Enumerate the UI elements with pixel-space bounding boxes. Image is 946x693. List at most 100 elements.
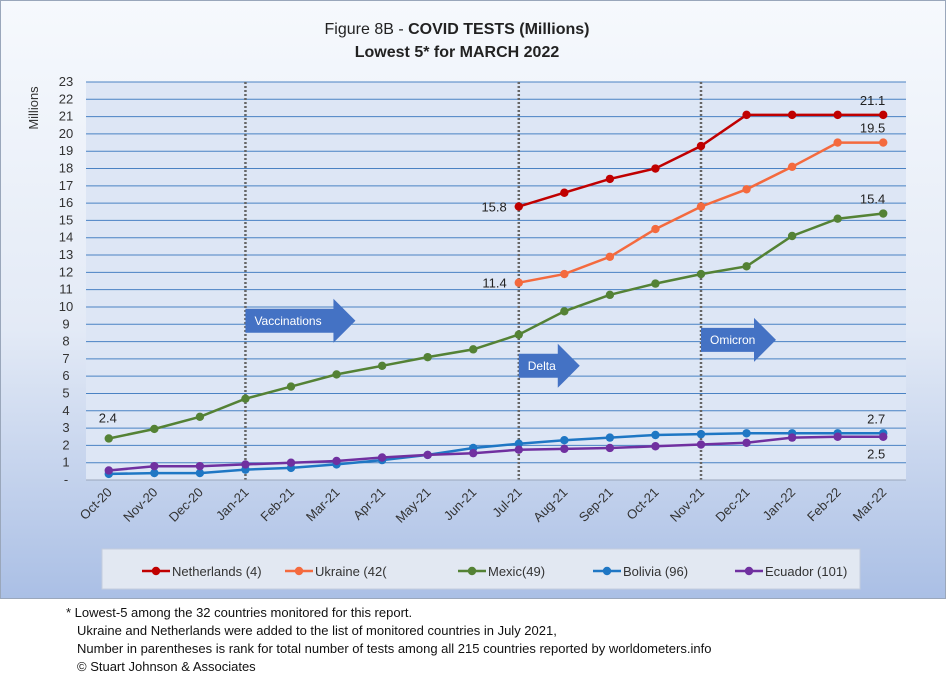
y-tick-label: 19 [59, 143, 73, 158]
data-point [423, 450, 432, 460]
y-tick-label: 10 [59, 299, 73, 314]
series-group [514, 110, 888, 211]
y-tick-label: 16 [59, 195, 73, 210]
event-arrow [518, 343, 580, 388]
data-point [833, 138, 842, 147]
legend [101, 548, 861, 590]
data-point [195, 468, 205, 478]
data-point [742, 110, 751, 120]
legend-label: Ukraine (42( [315, 564, 387, 579]
data-point [833, 432, 842, 441]
data-point [514, 202, 523, 211]
footnotes: * Lowest-5 among the 32 countries monito… [66, 604, 711, 676]
data-point [605, 252, 615, 261]
legend-swatch-dot [294, 566, 304, 576]
data-point [696, 202, 706, 211]
data-point [150, 461, 159, 471]
data-point [469, 448, 478, 458]
legend-label: Bolivia (96) [623, 564, 688, 579]
y-tick-label: 22 [59, 91, 73, 106]
y-tick-label: 15 [59, 212, 73, 227]
y-axis-label: Millions [26, 86, 41, 130]
data-point [332, 456, 341, 466]
data-point [742, 438, 751, 447]
data-point [514, 330, 523, 339]
data-point [696, 429, 706, 439]
data-point [423, 352, 432, 362]
data-label: 11.4 [482, 276, 506, 291]
legend-entry: Mexic(49) [458, 564, 545, 579]
footnote-line: * Lowest-5 among the 32 countries monito… [66, 605, 413, 620]
data-point [787, 162, 797, 171]
data-point [560, 307, 569, 316]
y-tick-label: 5 [62, 385, 69, 400]
data-point [879, 138, 888, 147]
footnote-line: Ukraine and Netherlands were added to th… [77, 623, 557, 638]
legend-entries: Netherlands (4) Ukraine (42( Mexic(49) Boli… [142, 564, 847, 579]
y-tick-label: 11 [59, 282, 73, 297]
legend-entry: Netherlands (4) [142, 564, 262, 579]
data-label: 15.4 [860, 192, 885, 207]
data-label: 2.5 [867, 447, 885, 462]
y-tick-label: 12 [59, 264, 73, 279]
legend-entry: Ecuador (101) [735, 564, 847, 579]
data-point [286, 382, 296, 391]
y-tick-label: - [64, 472, 68, 487]
data-point [560, 436, 569, 445]
y-tick-label: 4 [62, 403, 69, 418]
data-point [696, 440, 706, 449]
data-point [514, 278, 523, 287]
data-point [787, 433, 797, 442]
data-point [787, 231, 797, 241]
data-point [104, 434, 113, 443]
data-label: 19.5 [860, 121, 885, 136]
data-point [241, 394, 250, 403]
y-tick-label: 2 [62, 437, 69, 452]
y-tick-label: 23 [59, 74, 73, 89]
data-point [377, 453, 387, 462]
event-arrow [245, 298, 356, 343]
data-point [241, 460, 250, 469]
series-group [514, 138, 888, 287]
legend-swatch-dot [151, 566, 161, 576]
data-point [150, 424, 159, 434]
data-point [150, 468, 159, 478]
chart: Vaccinations Delta Omicron 2.4 15.8 11.4 21.1… [0, 0, 946, 599]
plot-area [86, 82, 906, 480]
data-label: 21.1 [860, 93, 885, 108]
data-point [514, 445, 523, 454]
data-point [377, 361, 387, 370]
data-point [833, 214, 842, 223]
legend-label: Ecuador (101) [765, 564, 847, 579]
legend-entry: Ukraine (42( [285, 564, 387, 579]
y-tick-label: 20 [59, 126, 73, 141]
y-tick-label: 9 [62, 316, 69, 331]
y-tick-label: 21 [59, 109, 73, 124]
gridlines [86, 81, 906, 464]
data-point [651, 224, 660, 234]
data-point [560, 269, 569, 279]
data-label: 2.7 [867, 411, 885, 426]
data-point [696, 269, 706, 279]
footnote-line: Number in parentheses is rank for total … [77, 641, 712, 656]
y-tick-label: 8 [62, 334, 69, 349]
y-tick-label: 18 [59, 161, 73, 176]
data-point [787, 110, 797, 120]
footnote-line: © Stuart Johnson & Associates [77, 659, 256, 674]
series-line [108, 432, 884, 476]
data-point [195, 412, 205, 422]
data-point [514, 439, 523, 448]
data-point [833, 110, 842, 120]
data-labels: 2.4 15.8 11.4 21.1 19.5 15.4 2.7 2.5 [99, 93, 885, 462]
legend-entry: Bolivia (96) [593, 564, 688, 579]
y-tick-label: 3 [62, 420, 69, 435]
legend-label: Netherlands (4) [172, 564, 262, 579]
data-point [605, 433, 615, 442]
data-label: 2.4 [99, 410, 117, 425]
event-arrow-label: Delta [528, 359, 556, 373]
data-point [651, 164, 660, 173]
data-point [742, 429, 751, 438]
series-group [104, 432, 888, 475]
data-point [879, 110, 888, 120]
data-point [605, 290, 615, 300]
